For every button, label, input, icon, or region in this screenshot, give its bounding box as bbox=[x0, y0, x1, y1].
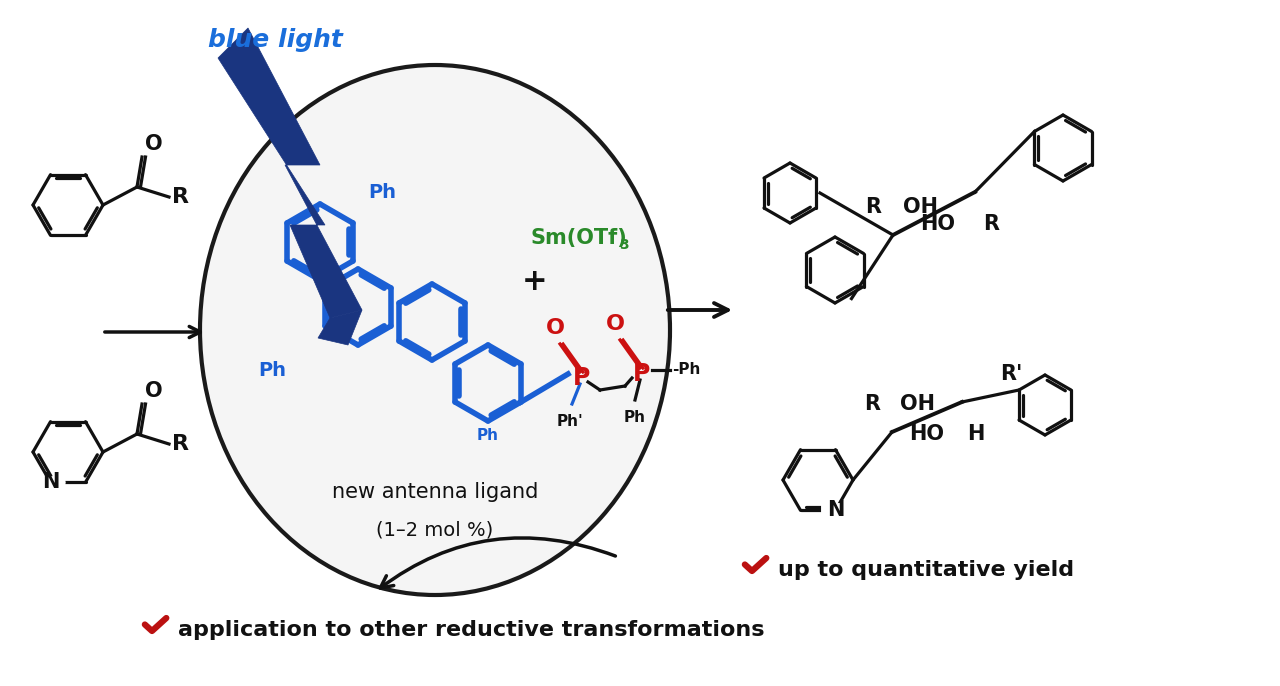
Text: Ph: Ph bbox=[259, 361, 285, 379]
Text: Ph: Ph bbox=[625, 410, 646, 425]
Text: Ph': Ph' bbox=[557, 414, 584, 429]
Text: O: O bbox=[145, 381, 163, 401]
Text: O: O bbox=[605, 314, 625, 334]
Text: H: H bbox=[966, 424, 984, 444]
Text: OH: OH bbox=[902, 197, 938, 217]
Text: blue light: blue light bbox=[207, 28, 343, 52]
Text: Sm(OTf): Sm(OTf) bbox=[530, 228, 627, 248]
Text: N: N bbox=[827, 500, 845, 520]
Text: HO: HO bbox=[909, 424, 945, 444]
Text: R: R bbox=[172, 434, 189, 454]
Text: R: R bbox=[983, 214, 998, 234]
Text: up to quantitative yield: up to quantitative yield bbox=[778, 560, 1074, 580]
Ellipse shape bbox=[200, 65, 669, 595]
Text: R: R bbox=[172, 187, 189, 207]
Text: R: R bbox=[865, 197, 881, 217]
Text: Ph: Ph bbox=[477, 427, 499, 442]
Text: P: P bbox=[573, 366, 590, 390]
Text: N: N bbox=[42, 472, 59, 493]
Text: new antenna ligand: new antenna ligand bbox=[332, 482, 538, 502]
Text: +: + bbox=[522, 268, 548, 296]
Polygon shape bbox=[218, 28, 362, 318]
Text: HO: HO bbox=[920, 214, 955, 234]
Text: O: O bbox=[145, 134, 163, 154]
Text: Ph: Ph bbox=[369, 182, 396, 202]
Text: 3: 3 bbox=[620, 238, 628, 252]
Text: application to other reductive transformations: application to other reductive transform… bbox=[178, 620, 764, 640]
Text: (1–2 mol %): (1–2 mol %) bbox=[376, 521, 494, 539]
Text: O: O bbox=[545, 318, 564, 338]
FancyArrowPatch shape bbox=[380, 538, 616, 588]
Polygon shape bbox=[317, 310, 362, 345]
Text: P: P bbox=[634, 362, 650, 386]
Text: OH: OH bbox=[900, 394, 934, 414]
Text: R: R bbox=[864, 394, 881, 414]
Text: R': R' bbox=[1000, 364, 1023, 384]
Text: -Ph: -Ph bbox=[672, 362, 700, 377]
